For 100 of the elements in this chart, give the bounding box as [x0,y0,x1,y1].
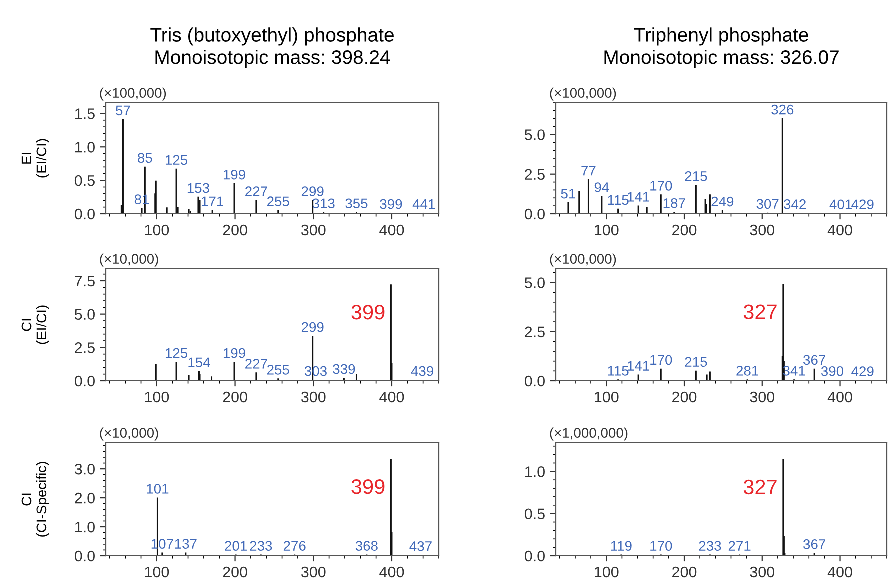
annotation: 201 [225,541,247,551]
y-axis-title: CI (CI-Specific) [22,462,50,537]
x-tick-label: 300 [750,392,775,403]
annotation: 437 [410,541,432,552]
annotation: 399 [380,199,402,210]
annotation: 276 [284,541,306,551]
annotation: 187 [664,198,686,208]
annotation: 342 [784,200,806,210]
annotation: 199 [224,348,246,358]
x-tick-label: 200 [672,224,697,236]
text: (×100,000) [100,88,166,101]
annotation: 299 [302,186,324,196]
annotation: 171 [202,196,224,206]
annotation: 307 [756,199,779,210]
y-tick-label: 0.0 [524,208,545,220]
annotation: 299 [302,322,324,332]
x-tick-label: 200 [223,392,248,403]
y-axis-title: EI (EI/CI) [22,139,50,178]
x-tick-label: 400 [828,566,852,578]
x-tick-label: 100 [595,392,619,403]
annotation: 429 [852,366,874,376]
chart-title: Tris (butoxyethyl) phosphate Monoisotopic mass: 398.24 [150,28,394,68]
chart-title: Triphenyl phosphate Monoisotopic mass: 326.07 [604,28,839,68]
annotation: 94 [594,182,610,192]
annotation: 367 [804,355,826,366]
annotation: 327 [744,304,777,320]
annotation: 233 [699,541,722,552]
annotation: 119 [611,541,632,552]
y-axis-title: CI (EI/CI) [22,306,50,344]
annotation: 141 [628,361,650,371]
annotation: 255 [267,365,290,375]
annotation: 51 [561,189,576,199]
text: (×100,000) [550,88,616,101]
y-tick-label: 0.5 [524,508,545,520]
annotation: 170 [650,541,672,552]
annotation: 355 [346,198,368,209]
y-tick-label: 1.5 [76,108,95,120]
annotation: 154 [188,358,210,368]
x-tick-label: 200 [672,392,697,403]
x-tick-label: 400 [828,392,852,403]
annotation: 401 [830,200,852,210]
annotation: 125 [166,155,188,166]
annotation: 137 [175,539,197,549]
annotation: 399 [352,480,385,494]
y-tick-label: 2.0 [75,492,95,504]
x-tick-label: 200 [672,566,697,578]
annotation: 249 [712,196,734,207]
y-tick-label: 2.5 [525,169,545,180]
annotation: 77 [582,166,596,176]
annotation: 367 [804,540,826,550]
y-tick-label: 5.0 [524,278,545,288]
annotation: 399 [352,304,385,320]
annotation: 390 [821,366,844,376]
annotation: 199 [224,170,246,180]
x-tick-label: 100 [145,392,170,403]
annotation: 339 [333,364,356,374]
y-tick-label: 0.0 [524,376,545,387]
annotation: 227 [246,186,268,196]
text: (×100,000) [550,254,616,267]
text: (×1,000,000) [550,428,628,441]
x-tick-label: 300 [301,224,326,236]
annotation: 170 [650,355,672,366]
x-tick-label: 400 [828,224,852,236]
annotation: 101 [147,484,169,494]
y-tick-label: 0.0 [74,208,95,220]
y-tick-label: 0.0 [74,550,95,562]
y-tick-label: 7.5 [75,276,95,287]
annotation: 368 [356,541,378,551]
annotation: 441 [412,200,436,210]
y-tick-label: 1.0 [526,466,545,478]
y-tick-label: 5.0 [74,309,95,320]
annotation: 227 [246,359,268,369]
x-tick-label: 400 [380,392,404,403]
x-tick-label: 100 [595,566,619,578]
annotation: 281 [736,366,758,376]
y-tick-label: 0.0 [524,550,545,562]
text: (×10,000) [100,254,158,267]
annotation: 57 [116,106,130,116]
x-tick-label: 300 [750,566,775,578]
annotation: 215 [685,357,708,368]
annotation: 125 [166,348,188,358]
y-tick-label: 1.0 [76,142,95,153]
annotation: 141 [628,192,650,202]
annotation: 153 [188,183,210,194]
x-tick-label: 300 [750,224,775,236]
x-tick-label: 200 [223,566,248,578]
annotation: 326 [772,104,794,115]
y-tick-label: 0.0 [74,376,95,387]
annotation: 170 [650,181,672,191]
x-tick-label: 100 [145,566,170,578]
annotation: 115 [608,366,629,376]
y-tick-label: 2.5 [525,326,545,338]
annotation: 233 [250,541,272,551]
annotation: 85 [138,153,152,164]
annotation: 327 [744,480,777,495]
annotation: 439 [411,366,434,376]
annotation: 215 [685,171,708,182]
y-tick-label: 1.0 [76,522,95,533]
y-tick-label: 3.0 [74,464,95,475]
y-tick-label: 5.0 [524,130,545,140]
